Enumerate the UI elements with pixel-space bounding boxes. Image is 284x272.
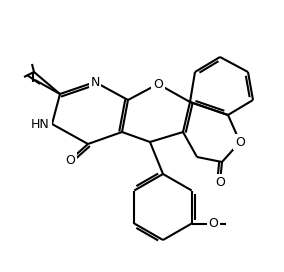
Text: O: O [215, 175, 225, 188]
Text: O: O [209, 217, 219, 230]
Text: O: O [153, 78, 163, 91]
Text: O: O [65, 153, 75, 166]
Text: O: O [235, 135, 245, 149]
Text: N: N [90, 76, 100, 88]
Text: HN: HN [31, 118, 50, 131]
